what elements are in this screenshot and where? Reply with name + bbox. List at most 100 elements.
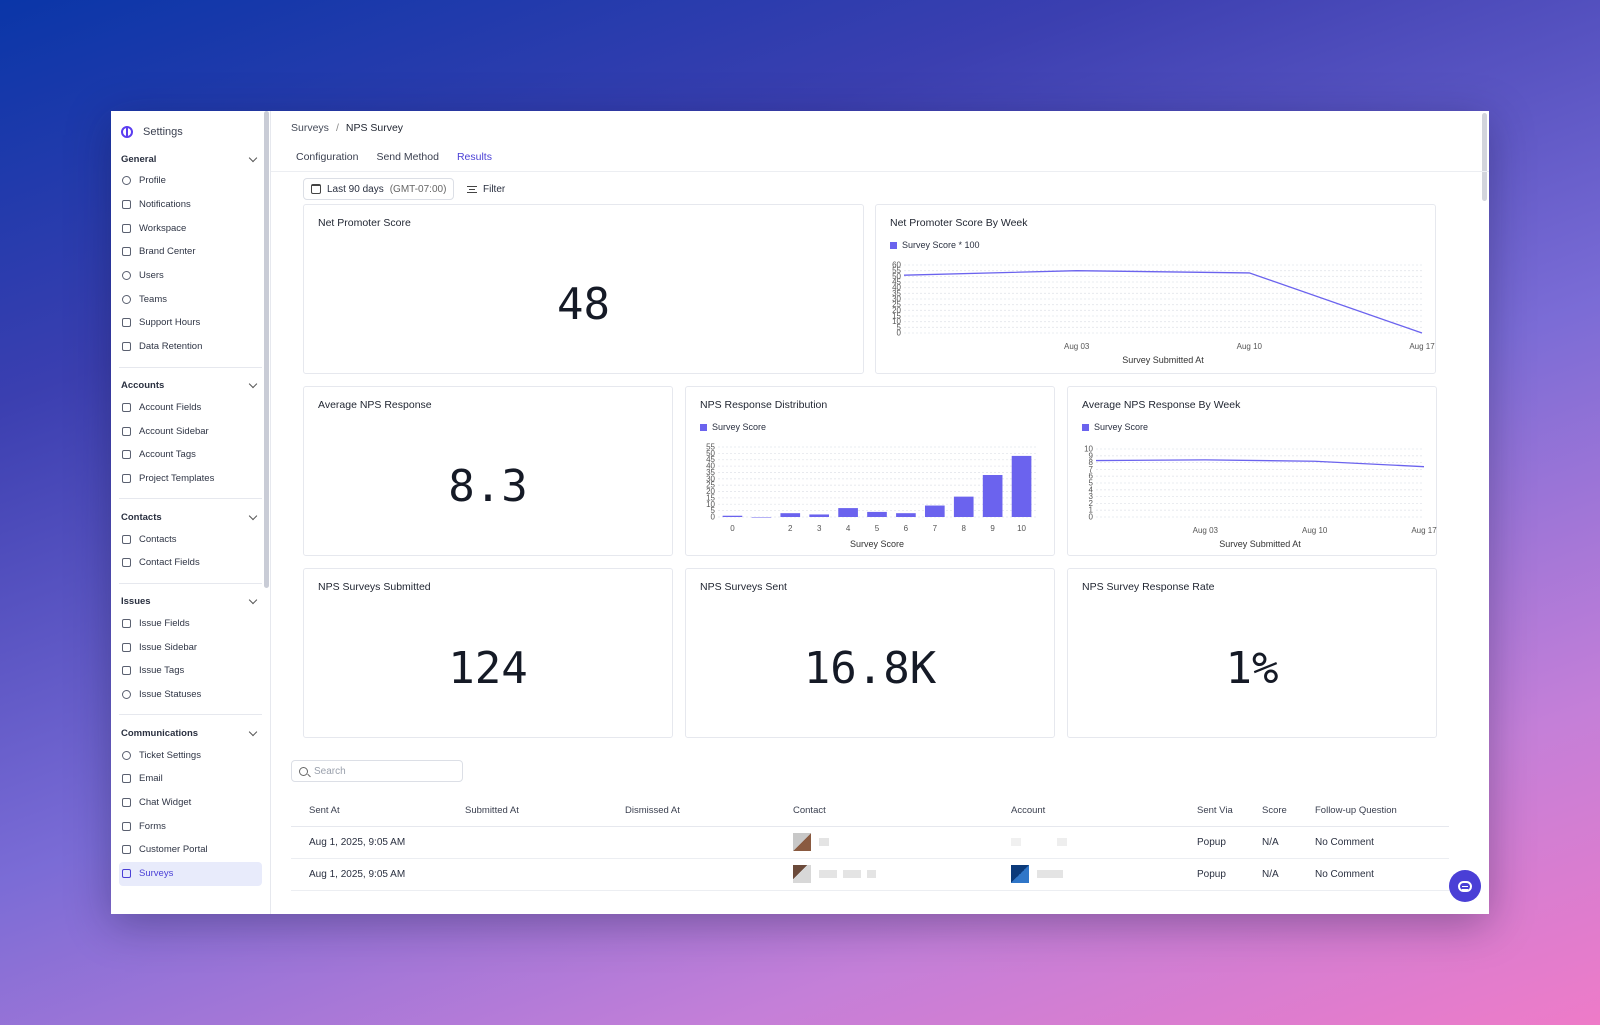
date-range-label: Last 90 days [327, 183, 384, 195]
date-range-picker[interactable]: Last 90 days (GMT-07:00) [303, 178, 455, 200]
filter-label: Filter [483, 183, 506, 195]
sidebar-item-chat-widget[interactable]: Chat Widget [119, 791, 262, 815]
search-input[interactable] [314, 765, 454, 777]
cell-contact[interactable] [775, 858, 993, 891]
y-tick-label: 50 [706, 449, 715, 458]
nps-card-title: Net Promoter Score [318, 217, 411, 229]
sidebar-item-issue-tags[interactable]: Issue Tags [119, 659, 262, 683]
bar [1011, 455, 1032, 517]
y-tick-label: 30 [892, 295, 901, 304]
table-row[interactable]: Aug 1, 2025, 9:05 AM Popup N/A No Commen… [291, 826, 1449, 859]
col-account[interactable]: Account [993, 795, 1179, 827]
search-box[interactable] [291, 760, 463, 782]
distribution-card: NPS Response Distribution Survey Score 0… [685, 386, 1055, 556]
main-scrollbar[interactable] [1482, 113, 1487, 201]
sidebar-item-account-fields[interactable]: Account Fields [119, 396, 262, 420]
cell-sent-at: Aug 1, 2025, 9:05 AM [291, 858, 447, 891]
y-tick-label: 55 [706, 443, 715, 452]
sidebar-item-project-templates[interactable]: Project Templates [119, 467, 262, 491]
tab-results[interactable]: Results [451, 147, 497, 172]
tab-send-method[interactable]: Send Method [376, 151, 439, 163]
y-tick-label: 60 [892, 261, 901, 270]
sidebar-item-label: Contacts [139, 533, 177, 545]
cell-dismissed-at [607, 858, 775, 891]
sidebar-item-data-retention[interactable]: Data Retention [119, 335, 262, 359]
cell-account[interactable] [993, 858, 1179, 891]
sidebar-item-issue-fields[interactable]: Issue Fields [119, 612, 262, 636]
sidebar-section-header[interactable]: General [119, 149, 262, 169]
y-tick-label: 5 [897, 323, 902, 332]
avg-nps-title: Average NPS Response [318, 399, 432, 411]
cell-contact[interactable] [775, 826, 993, 859]
y-tick-label: 50 [892, 272, 901, 281]
sidebar-item-label: Workspace [139, 222, 187, 234]
tab-configuration[interactable]: Configuration [296, 151, 359, 163]
sidebar-item-email[interactable]: Email [119, 767, 262, 791]
sidebar-item-users[interactable]: Users [119, 264, 262, 288]
col-sent-at[interactable]: Sent At [291, 795, 447, 827]
x-tick-label: 2 [788, 524, 793, 533]
sidebar-item-account-sidebar[interactable]: Account Sidebar [119, 419, 262, 443]
cell-followup: No Comment [1297, 858, 1449, 891]
col-dismissed-at[interactable]: Dismissed At [607, 795, 775, 827]
bar [751, 517, 772, 518]
sidebar-section-header[interactable]: Communications [119, 723, 262, 743]
sidebar-section-title: Contacts [121, 511, 162, 523]
filter-button[interactable]: Filter [467, 178, 505, 200]
sidebar-item-ticket-settings[interactable]: Ticket Settings [119, 743, 262, 767]
col-sent-via[interactable]: Sent Via [1179, 795, 1244, 827]
breadcrumb-parent[interactable]: Surveys [291, 122, 329, 134]
sidebar-item-label: Profile [139, 175, 166, 187]
x-tick-label: 4 [846, 524, 851, 533]
sidebar-section-header[interactable]: Contacts [119, 507, 262, 527]
response-rate-title: NPS Survey Response Rate [1082, 581, 1215, 593]
sidebar-item-forms[interactable]: Forms [119, 814, 262, 838]
sidebar-item-contacts[interactable]: Contacts [119, 527, 262, 551]
col-followup[interactable]: Follow-up Question [1297, 795, 1449, 827]
chat-launcher-button[interactable] [1449, 870, 1481, 902]
sidebar-item-profile[interactable]: Profile [119, 169, 262, 193]
sidebar-section-accounts: Accounts Account Fields Account Sidebar Acc… [119, 366, 262, 491]
sidebar-section-header[interactable]: Accounts [119, 376, 262, 396]
sidebar-item-teams[interactable]: Teams [119, 287, 262, 311]
nps-by-week-title: Net Promoter Score By Week [890, 217, 1028, 229]
sidebar-item-surveys[interactable]: Surveys [119, 861, 262, 886]
users-icon [122, 271, 131, 281]
distribution-legend: Survey Score [700, 422, 766, 432]
x-tick-label: Aug 17 [1411, 526, 1437, 535]
x-axis-label: Survey Score [850, 539, 904, 549]
chevron-down-icon [248, 379, 258, 389]
sidebar-item-account-tags[interactable]: Account Tags [119, 443, 262, 467]
series-line [903, 270, 1423, 334]
sidebar-item-contact-fields[interactable]: Contact Fields [119, 551, 262, 575]
surveys-icon [122, 869, 131, 879]
x-tick-label: Aug 10 [1237, 342, 1263, 351]
sidebar-section-header[interactable]: Issues [119, 592, 262, 612]
sidebar-item-notifications[interactable]: Notifications [119, 193, 262, 217]
col-contact[interactable]: Contact [775, 795, 993, 827]
avg-nps-value: 8.3 [448, 461, 528, 512]
col-score[interactable]: Score [1244, 795, 1297, 827]
settings-sidebar: Settings General Profile Notifications Work… [111, 111, 271, 914]
col-submitted-at[interactable]: Submitted At [447, 795, 607, 827]
y-tick-label: 0 [1089, 513, 1094, 522]
submitted-card: NPS Surveys Submitted 124 [303, 568, 673, 738]
legend-swatch [890, 241, 897, 249]
sidebar-item-support-hours[interactable]: Support Hours [119, 311, 262, 335]
sidebar-item-customer-portal[interactable]: Customer Portal [119, 838, 262, 862]
cell-account[interactable] [993, 826, 1179, 859]
table-row[interactable]: Aug 1, 2025, 9:05 AM Popup N/A No Commen… [291, 858, 1449, 891]
legend-label: Survey Score * 100 [902, 240, 980, 250]
sidebar-header: Settings [119, 119, 262, 143]
sidebar-scrollbar[interactable] [264, 111, 269, 588]
sidebar-item-issue-sidebar[interactable]: Issue Sidebar [119, 635, 262, 659]
nps-by-week-card: Net Promoter Score By Week Survey Score … [875, 204, 1436, 374]
sidebar-item-workspace[interactable]: Workspace [119, 216, 262, 240]
sidebar-item-brand-center[interactable]: Brand Center [119, 240, 262, 264]
sidebar-item-issue-statuses[interactable]: Issue Statuses [119, 683, 262, 707]
x-tick-label: 9 [990, 524, 995, 533]
breadcrumb: Surveys / NPS Survey [291, 122, 403, 134]
